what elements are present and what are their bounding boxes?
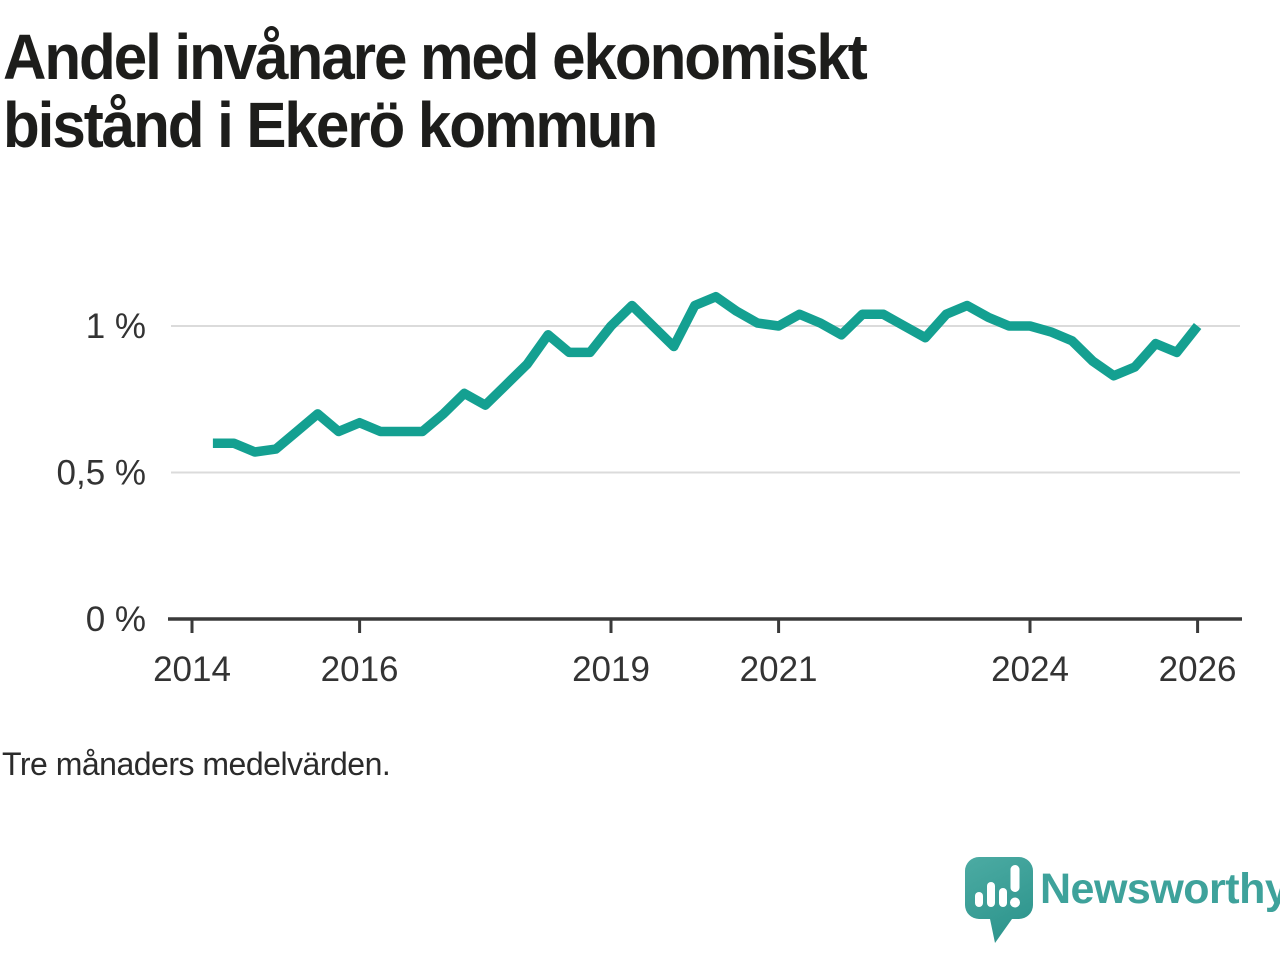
chart-title: Andel invånare med ekonomiskt bistånd i … [3, 21, 868, 161]
x-tick-label: 2014 [153, 650, 231, 689]
y-tick-label: 0 % [86, 600, 146, 639]
x-tick-label: 2026 [1159, 650, 1237, 689]
y-tick-label: 0,5 % [57, 454, 147, 493]
newsworthy-logo: Newsworthy [964, 856, 1280, 952]
y-tick-label: 1 % [86, 307, 146, 346]
data-line [212, 291, 1202, 457]
chart-caption: Tre månaders medelvärden. [2, 746, 391, 782]
x-tick-label: 2016 [321, 650, 399, 689]
newsworthy-logo-text: Newsworthy [1040, 865, 1280, 913]
x-tick-label: 2024 [991, 650, 1069, 689]
newsworthy-logo-icon [965, 857, 1033, 943]
bar-chart-glyph [975, 865, 1020, 908]
x-tick-label: 2019 [572, 650, 650, 689]
x-tick-label: 2021 [740, 650, 818, 689]
